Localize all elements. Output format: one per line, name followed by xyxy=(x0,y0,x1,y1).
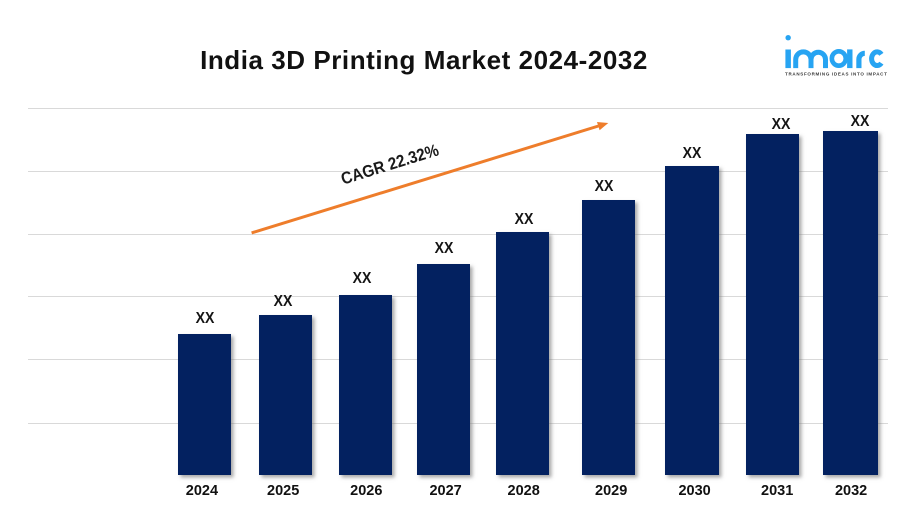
svg-text:TRANSFORMING IDEAS INTO IMPACT: TRANSFORMING IDEAS INTO IMPACT xyxy=(785,71,888,76)
